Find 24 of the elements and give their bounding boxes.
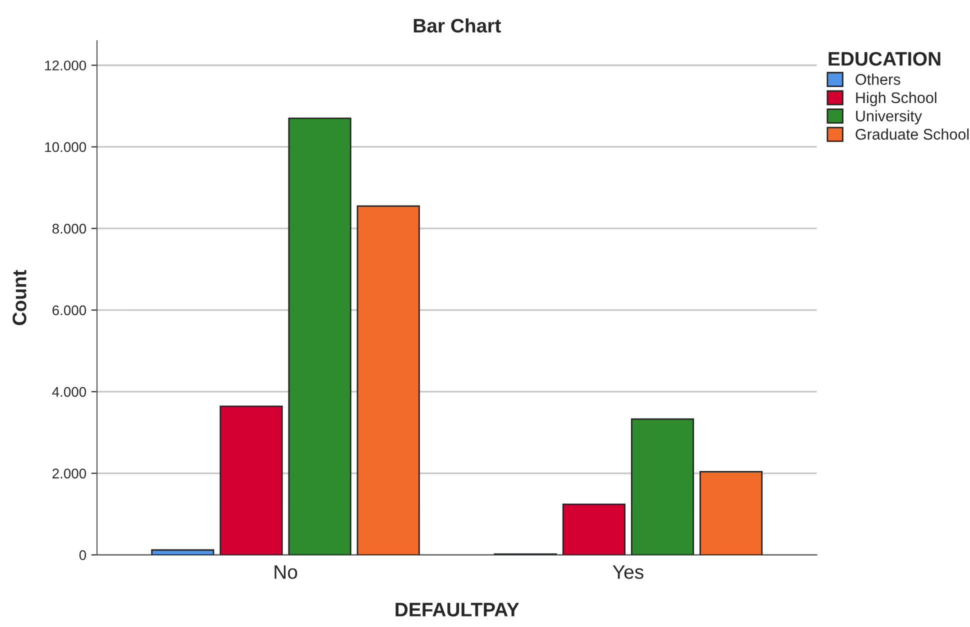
y-tick-label: 6.000	[52, 305, 86, 316]
legend-title: EDUCATION	[828, 52, 940, 66]
legend-label: Graduate School	[856, 128, 969, 140]
y-tick-label: 10.000	[45, 142, 86, 152]
y-tick-label: 12.000	[45, 60, 86, 70]
legend-label: Others	[856, 74, 900, 85]
legend-label: University	[856, 110, 922, 124]
bar	[356, 205, 420, 555]
y-tick-label: 2.000	[52, 468, 86, 478]
bar	[220, 406, 283, 555]
x-tick-label: No	[274, 565, 298, 579]
bar	[630, 418, 694, 555]
x-axis-title: DEFAULTPAY	[396, 602, 520, 616]
chart-title: Bar Chart	[414, 18, 501, 33]
y-axis-title: Count	[12, 270, 26, 326]
legend-label: High School	[856, 92, 936, 106]
bar	[151, 549, 214, 555]
bar	[288, 118, 352, 555]
x-tick-label: Yes	[612, 565, 644, 579]
y-tick-label: 4.000	[52, 387, 86, 397]
bar	[700, 470, 763, 555]
y-tick-label: 8.000	[52, 224, 86, 234]
bar	[562, 504, 626, 555]
y-tick-label: 0	[79, 550, 86, 560]
